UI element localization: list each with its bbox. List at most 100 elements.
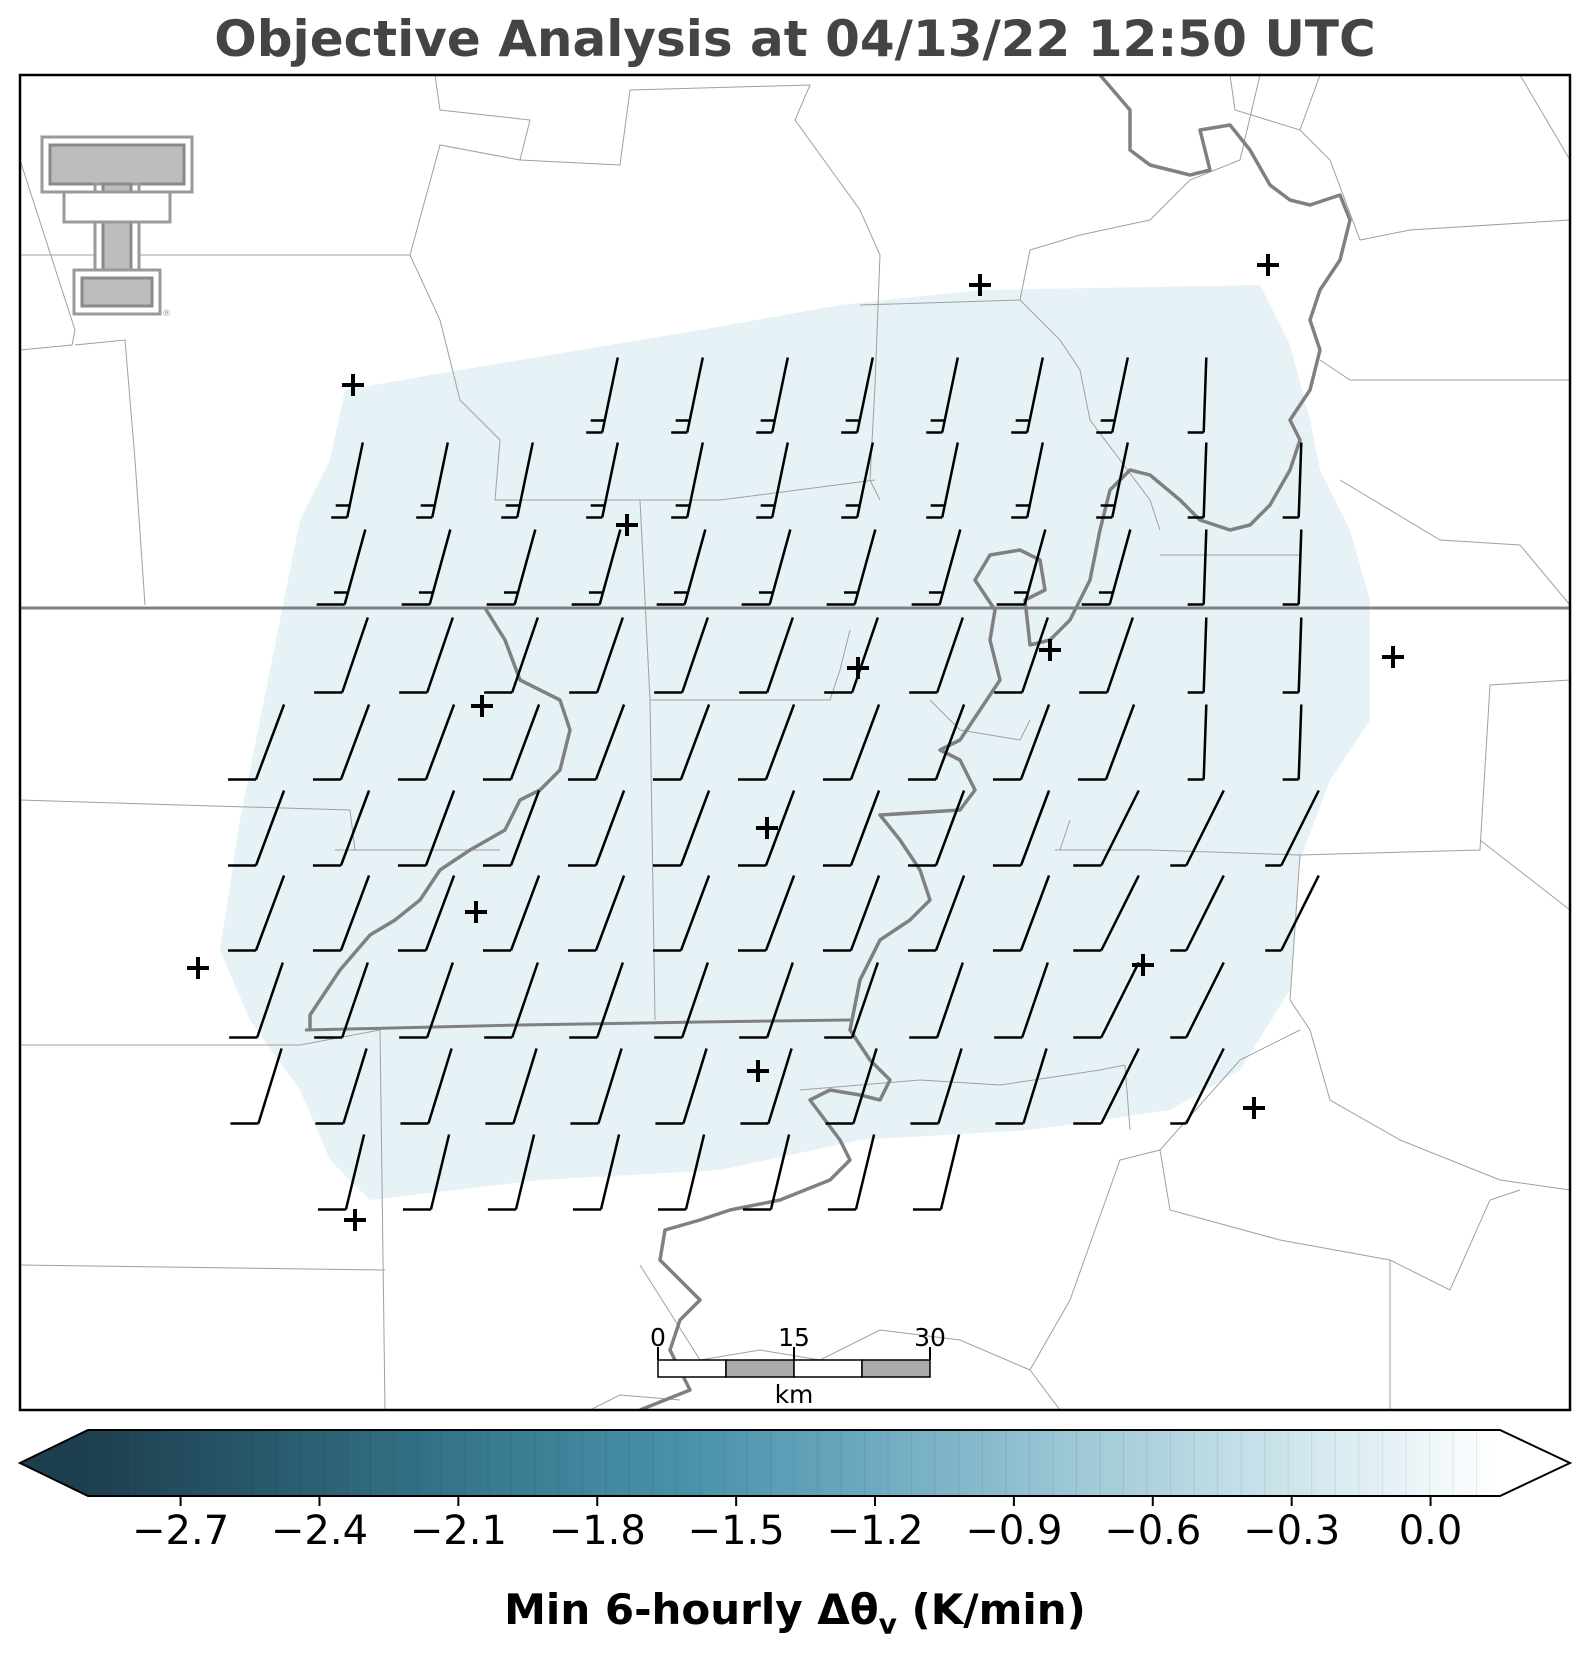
wind-barb — [756, 442, 790, 519]
wind-barb — [567, 790, 626, 867]
wind-barb — [586, 442, 620, 519]
wind-barb — [652, 790, 711, 867]
wind-barb — [316, 529, 367, 606]
station-marker — [471, 695, 493, 717]
wind-barb — [824, 962, 880, 1039]
wind-barb — [1073, 961, 1140, 1039]
wind-barb — [569, 962, 625, 1039]
wind-barb — [1081, 529, 1132, 606]
wind-barb — [567, 704, 626, 781]
colorbar-outline — [17, 1429, 1573, 1497]
wind-barb — [397, 875, 456, 952]
wind-barb — [907, 790, 966, 867]
station-marker — [616, 514, 638, 536]
station-marker — [756, 817, 778, 839]
colorbar-extend-min — [20, 1430, 88, 1496]
colorbar: −2.7 −2.4 −2.1 −1.8 −1.5 −1.2 −0.9 −0.6 −0.3 0.0 — [17, 1429, 1573, 1554]
wind-barb — [737, 875, 796, 952]
colorbar-label-units: (K/min) — [896, 1585, 1086, 1634]
analysis-shading — [220, 285, 1370, 1200]
wind-barb — [995, 1048, 1048, 1125]
wind-barb — [227, 704, 286, 781]
wind-barb — [740, 1048, 793, 1125]
wind-barb — [992, 704, 1051, 781]
wind-barb — [652, 704, 711, 781]
wind-barb — [586, 357, 620, 434]
wind-barb — [912, 1134, 961, 1211]
wind-barb — [485, 1048, 538, 1125]
station-marker — [747, 1060, 769, 1082]
wind-barb — [571, 529, 622, 606]
wind-barb — [1096, 442, 1130, 519]
wind-barb — [227, 875, 286, 952]
wind-barb — [926, 442, 960, 519]
scale-unit: km — [775, 1380, 814, 1409]
wind-barb — [1265, 789, 1320, 867]
county-lines — [20, 75, 1570, 1410]
map-title: Objective Analysis at 04/13/22 12:50 UTC — [214, 10, 1376, 68]
wind-barb — [654, 617, 710, 694]
scale-label-15: 15 — [778, 1323, 810, 1352]
colorbar-tick-label: 0.0 — [1399, 1508, 1463, 1554]
wind-barb — [737, 704, 796, 781]
wind-barb — [926, 357, 960, 434]
wind-barb — [399, 962, 455, 1039]
wind-barb — [312, 790, 371, 867]
wind-barb — [822, 704, 881, 781]
wind-barb — [1170, 789, 1225, 867]
wind-barb — [400, 1048, 453, 1125]
wind-barb — [312, 704, 371, 781]
wind-barb — [994, 617, 1050, 694]
wind-barb — [671, 442, 705, 519]
station-marker — [1243, 1097, 1265, 1119]
station-marker — [847, 657, 869, 679]
svg-text:®: ® — [162, 309, 171, 319]
wind-barb — [907, 875, 966, 952]
wind-barb — [567, 875, 626, 952]
wind-barb — [909, 617, 965, 694]
colorbar-gradient — [88, 1430, 1500, 1496]
wind-barb — [1282, 617, 1303, 694]
station-marker — [1257, 254, 1279, 276]
scale-label-0: 0 — [650, 1323, 666, 1352]
wind-barb — [312, 875, 371, 952]
wind-barb — [1079, 617, 1135, 694]
wind-barb — [482, 704, 541, 781]
station-marker — [465, 901, 487, 923]
wind-barb — [656, 529, 707, 606]
wind-barb — [1265, 874, 1320, 952]
wind-barb — [841, 357, 875, 434]
wind-barb — [486, 529, 537, 606]
wind-barb — [1073, 789, 1140, 867]
wind-barb — [314, 962, 370, 1039]
map-panel: ® 0 15 30 km — [18, 73, 1572, 1412]
wind-barb — [911, 529, 962, 606]
wind-barb — [1170, 874, 1225, 952]
wind-barb — [416, 442, 450, 519]
wind-barb — [1282, 442, 1303, 519]
wind-barb — [737, 790, 796, 867]
wind-barb — [397, 790, 456, 867]
wind-barb — [742, 1134, 791, 1211]
station-marker — [344, 1209, 366, 1231]
colorbar-tick-label: −2.1 — [410, 1508, 507, 1554]
wind-barb — [654, 962, 710, 1039]
colorbar-tick-label: −0.6 — [1104, 1508, 1201, 1554]
wind-barb — [230, 1048, 283, 1125]
colorbar-tick-label: −0.9 — [965, 1508, 1062, 1554]
wind-barb — [399, 617, 455, 694]
station-marker — [342, 374, 364, 396]
station-marker — [1132, 954, 1154, 976]
scale-bar: 0 15 30 km — [650, 1323, 946, 1409]
wind-barb — [487, 1134, 536, 1211]
wind-barb — [1011, 442, 1045, 519]
wind-barb — [825, 1048, 878, 1125]
colorbar-tick-label: −1.2 — [826, 1508, 923, 1554]
wind-barb — [822, 790, 881, 867]
wind-barb — [1073, 874, 1140, 952]
wind-barb — [401, 529, 452, 606]
wind-barb — [1282, 704, 1303, 781]
wind-barb — [1011, 357, 1045, 434]
scale-label-30: 30 — [914, 1323, 946, 1352]
colorbar-label-main: Min 6-hourly Δθ — [504, 1585, 879, 1634]
